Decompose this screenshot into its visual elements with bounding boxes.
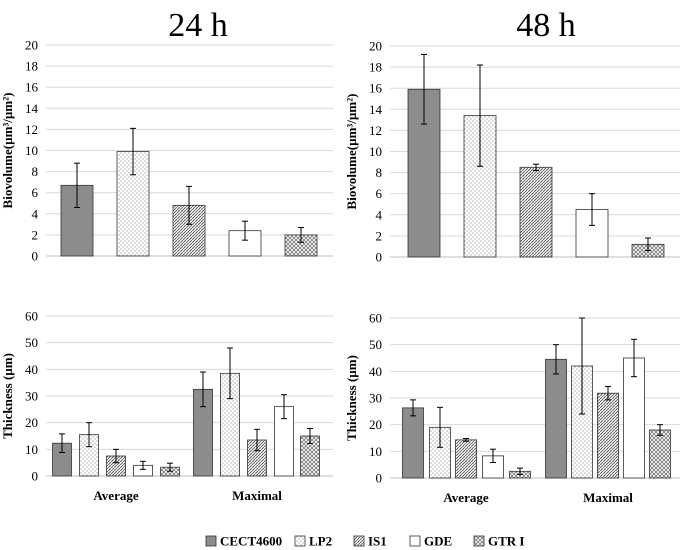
x-category-label: Maximal <box>583 490 633 505</box>
y-tick-label: 10 <box>25 143 38 158</box>
y-tick-label: 10 <box>25 442 38 457</box>
y-tick-label: 40 <box>369 364 382 379</box>
legend-swatch-is1 <box>353 535 365 547</box>
thickness-48h-chart: 0 10 20 30 40 50 60 Thickness (µm) Average Maxima… <box>344 311 680 505</box>
y-axis-label: Thickness (µm) <box>0 353 15 439</box>
bar-is1 <box>519 166 553 258</box>
x-category-label: Average <box>443 490 488 505</box>
y-tick-label: 60 <box>25 309 38 324</box>
y-tick-label: 0 <box>32 249 39 264</box>
y-tick-label: 40 <box>25 362 38 377</box>
y-tick-label: 4 <box>376 207 383 222</box>
y-tick-label: 0 <box>376 471 383 486</box>
y-tick-label: 18 <box>369 60 382 75</box>
y-tick-label: 12 <box>25 122 38 137</box>
legend-label-gtri: GTR I <box>488 534 524 549</box>
y-tick-label: 10 <box>369 144 382 159</box>
legend-label-is1: IS1 <box>368 534 387 549</box>
y-tick-label: 30 <box>25 389 38 404</box>
y-tick-label: 20 <box>25 38 38 53</box>
bar-is1 <box>455 439 477 479</box>
y-tick-label: 50 <box>25 335 38 350</box>
y-axis-label: Biovolume(µm³/µm²) <box>0 93 15 209</box>
x-category-label: Maximal <box>232 488 282 503</box>
y-tick-label: 30 <box>369 391 382 406</box>
bar-is1 <box>597 392 619 479</box>
y-tick-label: 16 <box>25 80 39 95</box>
bar-cect4600 <box>402 407 424 479</box>
y-tick-label: 8 <box>32 164 39 179</box>
biovolume-24h-chart: 0 2 4 6 8 10 12 14 16 18 20 Biovolume(µm³/µm²) <box>0 38 333 264</box>
y-axis-label: Biovolume(µm³/µm²) <box>344 94 359 210</box>
legend: CECT4600 LP2 IS1 GDE GTR I <box>205 534 524 549</box>
bar-gtri <box>649 429 671 479</box>
y-tick-label: 6 <box>32 185 39 200</box>
column-title-48h: 48 h <box>516 7 576 44</box>
x-category-label: Average <box>93 488 138 503</box>
y-tick-label: 60 <box>369 311 382 326</box>
y-tick-label: 10 <box>369 444 382 459</box>
y-tick-label: 20 <box>369 39 382 54</box>
biovolume-48h-chart: 0 2 4 6 8 10 12 14 16 18 20 Biovolume(µm³/µm²) <box>344 39 680 265</box>
y-tick-label: 8 <box>376 165 383 180</box>
legend-swatch-lp2 <box>294 535 306 547</box>
legend-swatch-cect4600 <box>205 535 217 547</box>
y-tick-label: 50 <box>369 337 382 352</box>
bar-gde <box>228 230 262 257</box>
y-tick-label: 20 <box>25 415 38 430</box>
y-tick-label: 6 <box>376 186 383 201</box>
column-title-24h: 24 h <box>168 7 228 44</box>
legend-label-lp2: LP2 <box>309 534 332 549</box>
legend-swatch-gtri <box>473 535 485 547</box>
y-tick-label: 4 <box>32 206 39 221</box>
y-tick-label: 16 <box>369 81 383 96</box>
y-tick-label: 2 <box>32 227 39 242</box>
legend-label-gde: GDE <box>424 534 452 549</box>
y-tick-label: 12 <box>369 123 382 138</box>
y-tick-label: 14 <box>369 102 383 117</box>
y-tick-label: 2 <box>376 228 383 243</box>
thickness-24h-chart: 0 10 20 30 40 50 60 Thickness (µm) Average Maxima… <box>0 309 333 503</box>
legend-label-cect4600: CECT4600 <box>220 534 282 549</box>
y-tick-label: 0 <box>32 469 39 484</box>
legend-swatch-gde <box>409 535 421 547</box>
y-axis-label: Thickness (µm) <box>344 355 359 441</box>
y-tick-label: 0 <box>376 250 383 265</box>
y-tick-label: 14 <box>25 101 39 116</box>
bar-cect4600 <box>545 358 567 479</box>
y-tick-label: 20 <box>369 417 382 432</box>
y-tick-label: 18 <box>25 59 38 74</box>
